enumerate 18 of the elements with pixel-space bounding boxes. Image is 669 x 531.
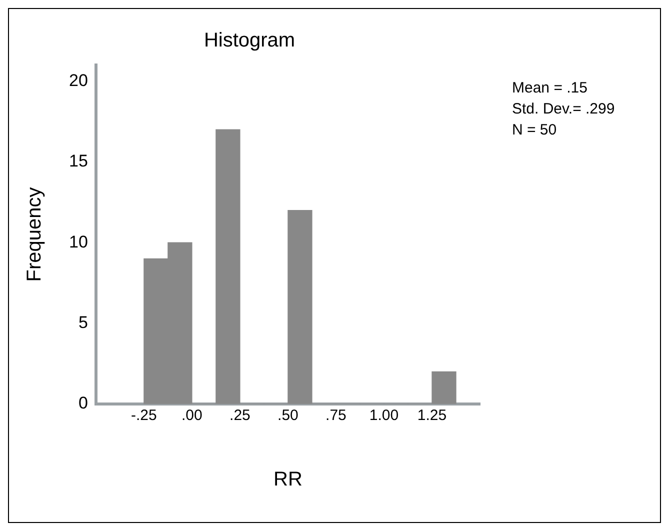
x-tick-label: 1.25: [417, 407, 447, 424]
y-tick-label: 15: [68, 152, 88, 171]
x-axis-title: RR: [274, 468, 302, 491]
x-tick-label: .75: [326, 407, 346, 424]
y-axis-title: Frequency: [24, 187, 46, 282]
x-tick-label: .00: [182, 407, 202, 424]
text: Mean = .15: [512, 80, 588, 97]
chart-title: Histogram: [204, 30, 296, 52]
x-tick-label: .50: [278, 407, 298, 424]
y-tick-label: 10: [68, 232, 88, 252]
text: Std. Dev.= .299: [512, 100, 615, 118]
x-tick-label: -.25: [130, 407, 157, 424]
x-tick-label: 1.00: [369, 407, 399, 424]
y-tick-label: 0: [78, 394, 88, 413]
y-tick-label: 5: [78, 312, 88, 332]
x-tick-label: .25: [230, 407, 250, 424]
y-tick-label: 20: [68, 70, 88, 90]
text: N = 50: [512, 122, 557, 139]
